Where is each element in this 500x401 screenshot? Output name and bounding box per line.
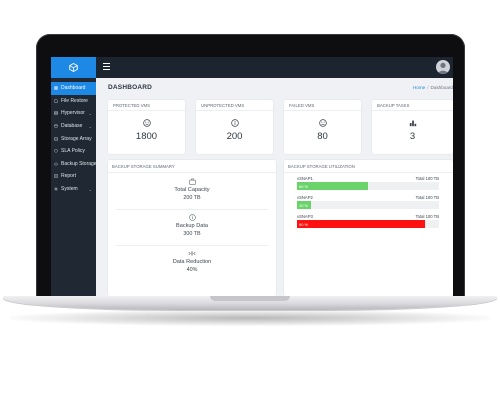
stat-value: 1800 xyxy=(135,131,158,142)
backup-icon xyxy=(54,162,58,166)
laptop-notch xyxy=(210,296,290,301)
stat-card-failed-vms: FAILED VMS 80 xyxy=(284,100,361,154)
utilization-progress-bar: 60 % xyxy=(297,182,439,190)
summary-label: Backup Data xyxy=(175,223,209,229)
panel-title: BACKUP STORAGE SUMMARY xyxy=(112,164,175,169)
sidebar-item-database[interactable]: Database ⌄ xyxy=(51,120,96,133)
sidebar: Dashboard File Restore Hypervisor ⌄ Database… xyxy=(51,78,97,296)
utilization-percent-label: 90 % xyxy=(299,221,309,227)
sidebar-item-label: Report xyxy=(61,173,77,180)
panel-title: BACKUP STORAGE UTILIZATION xyxy=(288,164,355,169)
breadcrumb: Home / Dashboard xyxy=(413,85,453,90)
sidebar-item-report[interactable]: Report xyxy=(51,170,96,183)
summary-label: Total Capacity xyxy=(174,187,210,193)
chevron-down-icon: ⌄ xyxy=(88,110,92,116)
sidebar-item-label: Storage Array xyxy=(61,135,92,142)
app-screen: Dashboard File Restore Hypervisor ⌄ Database… xyxy=(51,57,453,296)
utilization-total: Total 100 TB xyxy=(415,195,439,200)
sidebar-item-label: SLA Policy xyxy=(61,148,85,155)
summary-value: 40% xyxy=(186,267,198,273)
utilization-row-vsnap2: vSNAP2 Total 100 TB 10 % xyxy=(297,195,439,213)
database-icon xyxy=(54,124,58,128)
gear-icon xyxy=(54,187,58,191)
info-icon xyxy=(188,214,196,221)
summary-label: Data Reduction xyxy=(172,259,212,265)
summary-value: 200 TB xyxy=(183,195,201,201)
stat-card-backup-tasks: BACKUP TASKS 3 xyxy=(372,100,453,154)
stat-value: 200 xyxy=(226,131,243,142)
stat-card-protected-vms: PROTECTED VMS 1800 xyxy=(108,100,185,154)
utilization-percent-label: 10 % xyxy=(299,202,309,208)
sidebar-item-storage-array[interactable]: Storage Array xyxy=(51,132,96,145)
sidebar-item-system[interactable]: System ⌄ xyxy=(51,183,96,196)
stat-title: FAILED VMS xyxy=(289,103,315,108)
utilization-total: Total 100 TB xyxy=(415,176,439,181)
summary-item-total-capacity: Total Capacity 200 TB xyxy=(108,174,276,208)
breadcrumb-current: Dashboard xyxy=(430,85,453,90)
utilization-name: vSNAP2 xyxy=(297,195,313,200)
stat-value: 80 xyxy=(317,131,328,142)
laptop-base xyxy=(3,296,497,310)
utilization-row-vsnap1: vSNAP1 Total 100 TB 60 % xyxy=(297,176,439,194)
sidebar-item-label: Dashboard xyxy=(61,85,86,92)
breadcrumb-home-link[interactable]: Home xyxy=(412,85,426,90)
utilization-name: vSNAP3 xyxy=(297,214,313,219)
summary-value: 300 TB xyxy=(183,231,201,237)
user-avatar-icon[interactable] xyxy=(436,60,450,74)
sidebar-item-hypervisor[interactable]: Hypervisor ⌄ xyxy=(51,107,96,120)
smile-icon xyxy=(142,119,151,127)
utilization-progress-bar: 10 % xyxy=(297,201,439,209)
backup-storage-utilization-panel: BACKUP STORAGE UTILIZATION vSNAP1 Total 1… xyxy=(284,160,453,296)
compress-icon xyxy=(188,251,196,256)
sidebar-item-label: File Restore xyxy=(61,97,88,104)
utilization-row-vsnap3: vSNAP3 Total 100 TB 90 % xyxy=(297,214,439,232)
breadcrumb-separator: / xyxy=(427,85,429,90)
file-icon xyxy=(54,99,58,103)
sidebar-item-dashboard[interactable]: Dashboard xyxy=(51,82,96,95)
report-icon xyxy=(54,174,58,179)
briefcase-icon xyxy=(188,178,196,185)
top-bar xyxy=(51,57,453,78)
stat-title: PROTECTED VMS xyxy=(113,103,151,108)
summary-item-data-reduction: Data Reduction 40% xyxy=(108,245,276,280)
info-icon xyxy=(230,119,239,127)
sidebar-item-label: Database xyxy=(61,123,83,130)
backup-storage-summary-panel: BACKUP STORAGE SUMMARY Total Capacity 20… xyxy=(108,160,276,296)
utilization-progress-fill xyxy=(297,220,425,228)
chevron-down-icon: ⌄ xyxy=(88,186,92,192)
stat-value: 3 xyxy=(409,131,416,142)
utilization-progress-fill xyxy=(297,201,312,209)
policy-icon xyxy=(54,149,58,154)
laptop-shadow xyxy=(10,310,490,326)
server-icon xyxy=(54,111,58,116)
stat-card-unprotected-vms: UNPROTECTED VMS 200 xyxy=(196,100,273,154)
utilization-name: vSNAP1 xyxy=(297,176,313,181)
main-content: DASHBOARD Home / Dashboard PROTECTED VMS 1… xyxy=(96,78,453,296)
sidebar-item-label: Backup Storage xyxy=(61,160,97,167)
stat-title: BACKUP TASKS xyxy=(377,103,410,108)
sidebar-item-file-restore[interactable]: File Restore xyxy=(51,95,96,108)
utilization-total: Total 100 TB xyxy=(415,214,439,219)
storage-icon xyxy=(54,137,58,141)
dashboard-icon xyxy=(54,86,58,90)
sidebar-item-label: System xyxy=(61,186,78,193)
sidebar-item-sla-policy[interactable]: SLA Policy xyxy=(51,145,96,158)
cube-logo-icon xyxy=(69,63,78,72)
chevron-down-icon: ⌄ xyxy=(88,123,92,129)
brand-logo[interactable] xyxy=(51,57,96,78)
utilization-progress-bar: 90 % xyxy=(297,220,439,228)
summary-item-backup-data: Backup Data 300 TB xyxy=(108,209,276,244)
sidebar-item-backup-storage[interactable]: Backup Storage xyxy=(51,158,97,171)
bar-chart-icon xyxy=(409,120,416,127)
page-title: DASHBOARD xyxy=(108,84,153,91)
sidebar-item-label: Hypervisor xyxy=(61,110,85,117)
stat-title: UNPROTECTED VMS xyxy=(201,103,245,108)
sad-face-icon xyxy=(318,119,327,127)
hamburger-icon[interactable] xyxy=(103,63,110,71)
utilization-percent-label: 60 % xyxy=(299,183,309,189)
utilization-progress-fill xyxy=(297,182,368,190)
